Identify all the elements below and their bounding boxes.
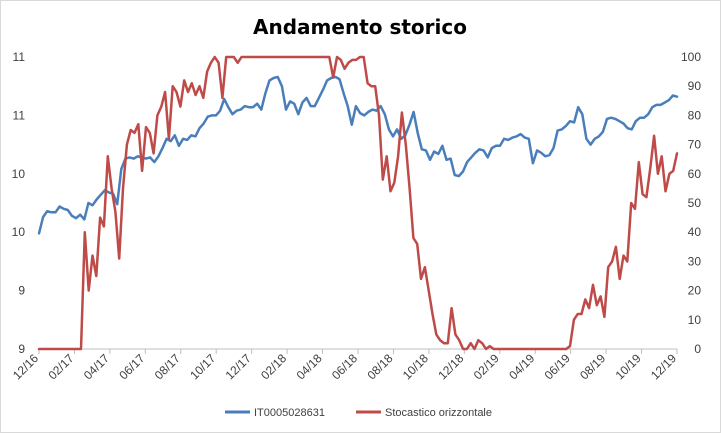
y-right-tick-label: 70 bbox=[688, 138, 702, 152]
x-tick-label: 10/17 bbox=[187, 351, 218, 382]
x-tick-label: 08/17 bbox=[152, 351, 183, 382]
x-tick-label: 04/18 bbox=[294, 351, 325, 382]
x-tick-label: 06/17 bbox=[116, 351, 147, 382]
x-tick-label: 06/19 bbox=[542, 351, 573, 382]
y-right-tick-label: 50 bbox=[688, 196, 702, 210]
x-tick-label: 06/18 bbox=[329, 351, 360, 382]
y-right-tick-label: 60 bbox=[688, 167, 702, 181]
x-tick-label: 10/19 bbox=[613, 351, 644, 382]
y-right-tick-label: 0 bbox=[694, 342, 701, 356]
x-tick-label: 12/18 bbox=[435, 351, 466, 382]
y-left-tick-label: 9 bbox=[18, 342, 25, 356]
y-right-tick-label: 20 bbox=[688, 284, 702, 298]
y-right-tick-label: 100 bbox=[681, 50, 701, 64]
legend-label: Stocastico orizzontale bbox=[385, 407, 492, 419]
legend-label: IT0005028631 bbox=[254, 407, 325, 419]
x-tick-label: 04/17 bbox=[81, 351, 112, 382]
series-line-price bbox=[37, 75, 679, 235]
y-left-tick-label: 9 bbox=[18, 284, 25, 298]
y-right-tick-label: 40 bbox=[688, 225, 702, 239]
legend: IT0005028631 Stocastico orizzontale bbox=[225, 407, 492, 419]
x-axis: 12/16 02/17 04/17 06/17 08/17 10/17 12/17 02/18… bbox=[10, 349, 679, 382]
y-left-tick-label: 10 bbox=[12, 167, 26, 181]
series-line-stochastic bbox=[37, 55, 679, 351]
x-tick-label: 12/17 bbox=[223, 351, 254, 382]
x-tick-label: 08/19 bbox=[577, 351, 608, 382]
x-tick-label: 02/18 bbox=[258, 351, 289, 382]
chart-title: Andamento storico bbox=[253, 15, 467, 39]
x-tick-label: 04/19 bbox=[506, 351, 537, 382]
x-tick-label: 10/18 bbox=[400, 351, 431, 382]
y-right-tick-label: 30 bbox=[688, 254, 702, 268]
x-tick-label: 02/19 bbox=[471, 351, 502, 382]
x-tick-label: 08/18 bbox=[364, 351, 395, 382]
y-right-tick-label: 90 bbox=[688, 79, 702, 93]
x-tick-label: 02/17 bbox=[45, 351, 76, 382]
y-left-tick-label: 11 bbox=[13, 50, 26, 64]
series-layer bbox=[37, 55, 679, 351]
y-right-tick-label: 10 bbox=[688, 313, 702, 327]
x-tick-label: 12/19 bbox=[648, 351, 679, 382]
y-right-tick-label: 80 bbox=[688, 108, 702, 122]
y-left-tick-label: 10 bbox=[12, 225, 26, 239]
y-left-tick-label: 11 bbox=[13, 108, 26, 122]
x-tick-label: 12/16 bbox=[10, 351, 41, 382]
left-y-axis: 9 9 10 10 11 11 bbox=[12, 50, 26, 356]
right-y-axis: 0 10 20 30 40 50 60 70 80 90 100 bbox=[681, 50, 701, 356]
